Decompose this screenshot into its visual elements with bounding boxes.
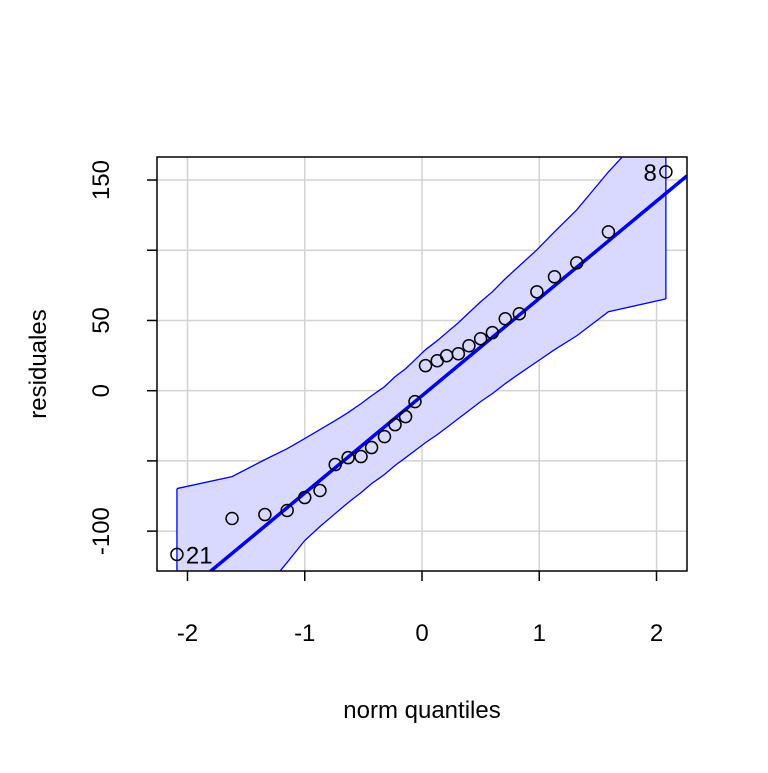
point	[530, 285, 544, 299]
point	[498, 312, 513, 326]
y-tick-label: -100	[88, 507, 115, 555]
x-tick-label: 2	[650, 620, 663, 647]
x-tick-label: -2	[177, 620, 198, 647]
plot-area	[176, 157, 687, 571]
point	[364, 440, 379, 455]
x-axis-title: norm quantiles	[343, 697, 500, 724]
y-tick-label: 0	[88, 384, 115, 397]
x-tick-label: 0	[415, 620, 428, 647]
reference-line	[208, 174, 687, 571]
point	[313, 483, 327, 498]
point	[258, 507, 272, 522]
x-tick-label: -1	[294, 620, 315, 647]
point	[462, 338, 476, 353]
point	[398, 409, 413, 424]
point	[473, 331, 488, 346]
y-tick-label: 150	[88, 160, 115, 200]
point	[354, 449, 368, 464]
x-tick-label: 1	[533, 620, 546, 647]
envelope-lower	[279, 298, 667, 571]
point	[341, 450, 355, 465]
envelope-upper	[176, 157, 624, 490]
point	[601, 225, 616, 239]
point	[485, 325, 500, 340]
point	[328, 457, 342, 472]
point	[547, 270, 562, 284]
point	[388, 417, 402, 432]
point	[570, 256, 584, 270]
axes: -2 -1 0 1 2 -100 0 50 150	[88, 160, 663, 647]
point	[297, 490, 312, 505]
point	[512, 306, 527, 321]
point	[280, 503, 294, 518]
point-label: 8	[644, 160, 657, 187]
points: 21 8	[170, 160, 673, 569]
envelope-fill	[176, 157, 666, 571]
y-axis-title: residuales	[25, 309, 52, 418]
point	[659, 165, 673, 179]
point	[408, 394, 422, 409]
point	[418, 358, 433, 373]
point	[170, 547, 184, 562]
point-label: 21	[186, 542, 213, 569]
point	[451, 346, 466, 361]
point	[225, 511, 239, 526]
point	[377, 429, 392, 444]
y-tick-label: 50	[88, 307, 115, 334]
